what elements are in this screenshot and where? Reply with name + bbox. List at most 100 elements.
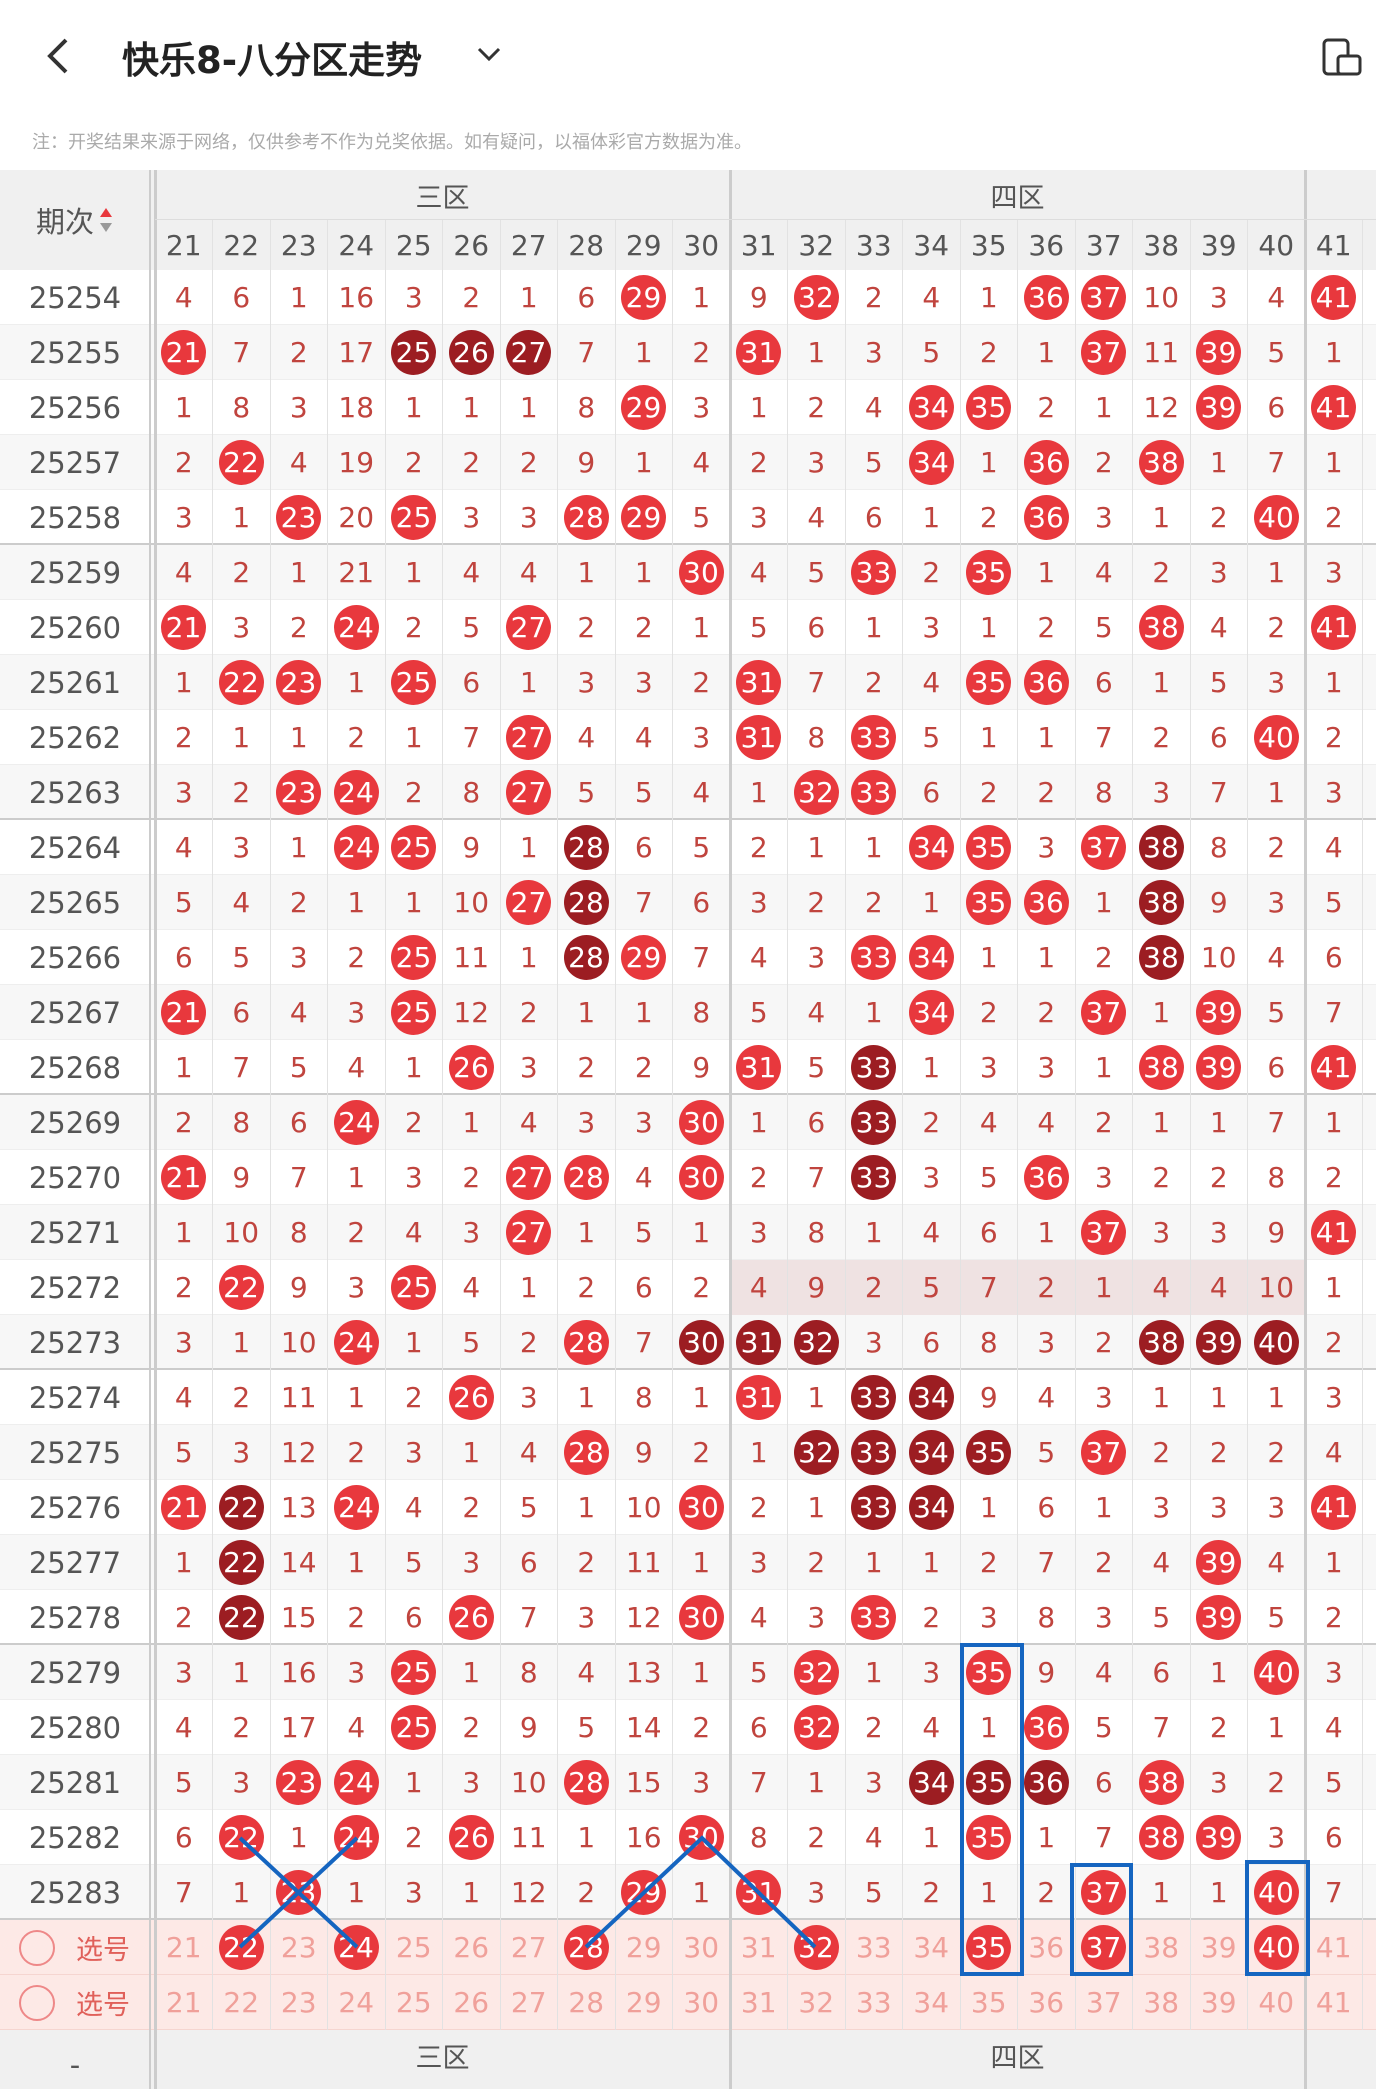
select-radio[interactable] [19,1985,55,2021]
miss-count: 5 [922,336,941,369]
selected-ball[interactable]: 32 [793,1925,839,1970]
select-number[interactable]: 26 [453,1931,490,1964]
select-number[interactable]: 30 [683,1986,720,2019]
select-number[interactable]: 26 [453,1986,490,2019]
column-divider [1132,220,1133,2030]
miss-count: 6 [174,1821,193,1854]
miss-count: 3 [922,1161,941,1194]
miss-count: 3 [404,1876,423,1909]
hit-ball: 32 [793,1705,839,1750]
miss-count: 3 [749,1216,768,1249]
select-number[interactable]: 25 [395,1986,432,2019]
repeat-ball: 34 [908,1375,954,1420]
hit-ball: 38 [1138,1760,1184,1805]
select-number[interactable]: 36 [1028,1931,1065,1964]
miss-count: 1 [1094,886,1113,919]
select-number[interactable]: 27 [510,1931,547,1964]
miss-count: 1 [1152,996,1171,1029]
miss-count: 6 [634,1271,653,1304]
miss-count: 2 [462,281,481,314]
select-number[interactable]: 34 [913,1986,950,2019]
miss-count: 1 [1209,1381,1228,1414]
miss-count: 3 [1094,501,1113,534]
selected-ball[interactable]: 35 [966,1925,1011,1970]
selected-ball[interactable]: 24 [333,1925,379,1970]
miss-count: 2 [462,1491,481,1524]
miss-count: 1 [749,776,768,809]
select-number[interactable]: 33 [855,1986,892,2019]
hit-ball: 41 [1311,1485,1356,1530]
select-number[interactable]: 36 [1028,1986,1065,2019]
select-radio[interactable] [19,1930,55,1966]
select-number[interactable]: 34 [913,1931,950,1964]
column-header: 36 [1028,228,1065,262]
select-number[interactable]: 30 [683,1931,720,1964]
miss-count: 12 [453,996,490,1029]
miss-count: 8 [232,391,251,424]
select-number[interactable]: 35 [970,1986,1007,2019]
select-number[interactable]: 41 [1315,1931,1352,1964]
miss-count: 5 [1152,1601,1171,1634]
issue: 25258 [28,500,122,535]
hit-ball: 25 [391,495,436,540]
select-number[interactable]: 41 [1315,1986,1352,2019]
column-divider [1362,220,1363,2030]
select-number[interactable]: 28 [568,1986,605,2019]
select-number[interactable]: 24 [338,1986,375,2019]
miss-count: 7 [1094,1821,1113,1854]
miss-count: 3 [347,996,366,1029]
select-number[interactable]: 40 [1258,1986,1295,2019]
select-number[interactable]: 21 [165,1931,202,1964]
select-number[interactable]: 29 [625,1986,662,2019]
select-number[interactable]: 37 [1085,1986,1122,2019]
select-number[interactable]: 21 [165,1986,202,2019]
hit-ball: 41 [1311,275,1356,320]
issue-header[interactable]: 期次 [0,170,150,270]
miss-count: 2 [749,1491,768,1524]
selected-ball[interactable]: 22 [218,1925,264,1970]
miss-count: 1 [404,721,423,754]
hit-ball: 23 [276,495,321,540]
back-button[interactable] [42,34,74,78]
select-number[interactable]: 39 [1200,1931,1237,1964]
miss-count: 2 [1094,1546,1113,1579]
select-number[interactable]: 23 [280,1986,317,2019]
dropdown[interactable] [476,44,502,64]
selected-ball[interactable]: 40 [1253,1925,1299,1970]
miss-count: 6 [634,831,653,864]
hit-ball: 25 [391,935,436,980]
select-number[interactable]: 31 [740,1931,777,1964]
selected-ball[interactable]: 28 [563,1925,609,1970]
selected-ball[interactable]: 37 [1081,1925,1126,1970]
hit-ball: 22 [218,660,264,705]
miss-count: 4 [634,1161,653,1194]
select-number[interactable]: 39 [1200,1986,1237,2019]
select-number[interactable]: 29 [625,1931,662,1964]
miss-count: 3 [922,1656,941,1689]
select-number[interactable]: 25 [395,1931,432,1964]
miss-count: 6 [864,501,883,534]
miss-count: 9 [749,281,768,314]
select-number[interactable]: 38 [1143,1931,1180,1964]
miss-count: 5 [864,446,883,479]
miss-count: 19 [338,446,375,479]
hit-ball: 41 [1311,605,1356,650]
select-number[interactable]: 31 [740,1986,777,2019]
select-number[interactable]: 33 [855,1931,892,1964]
miss-count: 2 [1037,611,1056,644]
select-number[interactable]: 27 [510,1986,547,2019]
issue: 25281 [28,1765,122,1800]
select-number[interactable]: 38 [1143,1986,1180,2019]
hit-ball: 24 [333,770,379,815]
select-number[interactable]: 22 [223,1986,260,2019]
miss-count: 7 [979,1271,998,1304]
miss-count: 9 [289,1271,308,1304]
issue-header-text: 期次 [35,205,94,239]
select-number[interactable]: 23 [280,1931,317,1964]
hit-ball: 24 [333,1320,379,1365]
rotate-icon[interactable] [1320,36,1364,80]
select-number[interactable]: 32 [798,1986,835,2019]
miss-count: 8 [1267,1161,1286,1194]
repeat-ball: 22 [218,1485,264,1530]
issue: 25279 [28,1655,122,1690]
